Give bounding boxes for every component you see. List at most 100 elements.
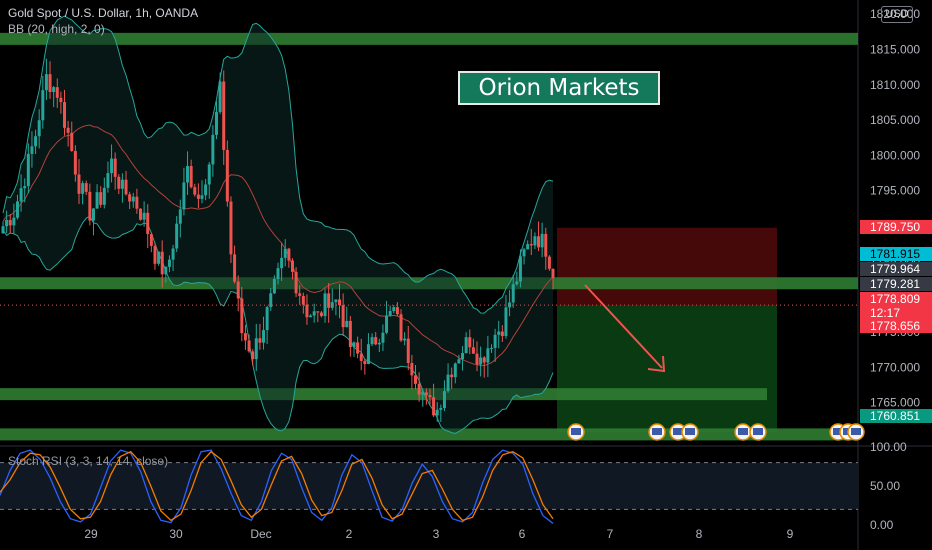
price-tick-label: 1795.000	[870, 184, 920, 198]
candle-body	[200, 195, 204, 199]
price-tag-bg	[860, 306, 932, 320]
candle-body	[218, 81, 222, 113]
candle-body	[464, 337, 468, 354]
candle-body	[475, 353, 479, 365]
candle-body	[385, 315, 389, 333]
bb-fill	[3, 16, 553, 434]
candle-body	[424, 392, 428, 396]
candle-body	[551, 268, 555, 278]
candle-body	[164, 266, 168, 275]
event-marker-flag-canton	[685, 428, 695, 435]
risk-zone	[557, 227, 777, 306]
event-marker-flag-canton	[571, 428, 581, 435]
candle-body	[450, 374, 454, 378]
stoch-band-fill	[0, 462, 858, 510]
candle-body	[110, 158, 114, 174]
candle-body	[338, 299, 342, 306]
candle-body	[84, 183, 88, 192]
candle-body	[113, 158, 117, 177]
candle-body	[417, 383, 421, 395]
candle-body	[247, 340, 251, 352]
event-marker-flag-canton	[738, 428, 748, 435]
candle-body	[149, 234, 153, 246]
candle-body	[504, 307, 508, 337]
bb-lower-band	[2, 215, 554, 434]
candle-body	[457, 359, 461, 364]
candle-body	[52, 87, 56, 92]
candle-body	[88, 191, 92, 221]
candle-body	[497, 331, 501, 335]
candle-body	[128, 194, 132, 202]
candle-body	[23, 186, 27, 189]
projection-arrowhead	[647, 355, 666, 373]
candle-body	[19, 188, 23, 202]
stoch-rsi-legend: Stoch RSI (3, 3, 14, 14, close)	[8, 454, 169, 468]
candle-body	[410, 363, 414, 376]
candle-body	[193, 187, 197, 195]
event-marker-flag-canton	[753, 428, 763, 435]
candle-body	[211, 134, 215, 165]
candle-body	[482, 357, 486, 363]
candle-body	[262, 330, 266, 343]
price-tick-label: 1820.000	[870, 7, 920, 21]
indicator-legend: BB (20, high, 2, 0)	[8, 22, 105, 36]
symbol-title: Gold Spot / U.S. Dollar, 1h, OANDA	[8, 6, 199, 20]
stoch-tick-label: 0.00	[870, 518, 894, 532]
candle-body	[327, 293, 331, 308]
price-tag-bb: 1779.281	[870, 277, 920, 291]
candle-body	[160, 251, 164, 275]
candle-body	[526, 244, 530, 250]
candle-body	[276, 268, 280, 280]
candle-body	[511, 284, 515, 303]
brand-watermark: Orion Markets	[458, 71, 660, 105]
candle-body	[204, 184, 208, 196]
candle-body	[359, 353, 363, 361]
candle-body	[392, 307, 396, 312]
candle-body	[479, 357, 483, 365]
price-tag-bg	[860, 409, 932, 423]
candle-body	[225, 149, 229, 202]
candle-body	[500, 331, 504, 337]
candle-body	[421, 392, 425, 395]
candle-body	[102, 187, 106, 205]
candle-body	[236, 281, 240, 299]
time-tick-label: 3	[433, 527, 440, 541]
time-tick-label: 6	[519, 527, 526, 541]
time-tick-label: 2	[346, 527, 353, 541]
candle-body	[406, 338, 410, 364]
candle-body	[240, 298, 244, 334]
candle-body	[265, 307, 269, 331]
candle-body	[135, 196, 139, 209]
candle-body	[207, 164, 211, 185]
candle-body	[356, 342, 360, 354]
zone-resistance-top	[0, 32, 858, 45]
candle-body	[544, 233, 548, 257]
candle-body	[44, 74, 48, 91]
candle-body	[533, 236, 537, 246]
candle-body	[489, 347, 493, 349]
candle-body	[341, 305, 345, 328]
candle-body	[374, 337, 378, 345]
currency-button[interactable]: USD	[881, 6, 913, 23]
candle-body	[59, 97, 63, 103]
candle-body	[442, 391, 446, 409]
candle-body	[432, 397, 436, 416]
candle-body	[142, 212, 146, 220]
event-marker-flag-canton	[673, 428, 683, 435]
stoch-tick-label: 50.00	[870, 479, 900, 493]
candle-body	[486, 348, 490, 363]
candle-body	[395, 307, 399, 315]
candle-body	[106, 173, 110, 188]
candle-body	[294, 271, 298, 294]
price-tag-level: 1781.915	[870, 247, 920, 261]
candle-body	[131, 196, 135, 202]
candle-body	[124, 179, 128, 195]
candle-body	[319, 312, 323, 317]
projection-arrow	[584, 284, 663, 369]
time-tick-label: 29	[84, 527, 98, 541]
candle-body	[99, 192, 103, 205]
candle-body	[515, 281, 519, 285]
candle-body	[287, 248, 291, 261]
candle-body	[312, 311, 316, 316]
candle-body	[345, 320, 349, 328]
